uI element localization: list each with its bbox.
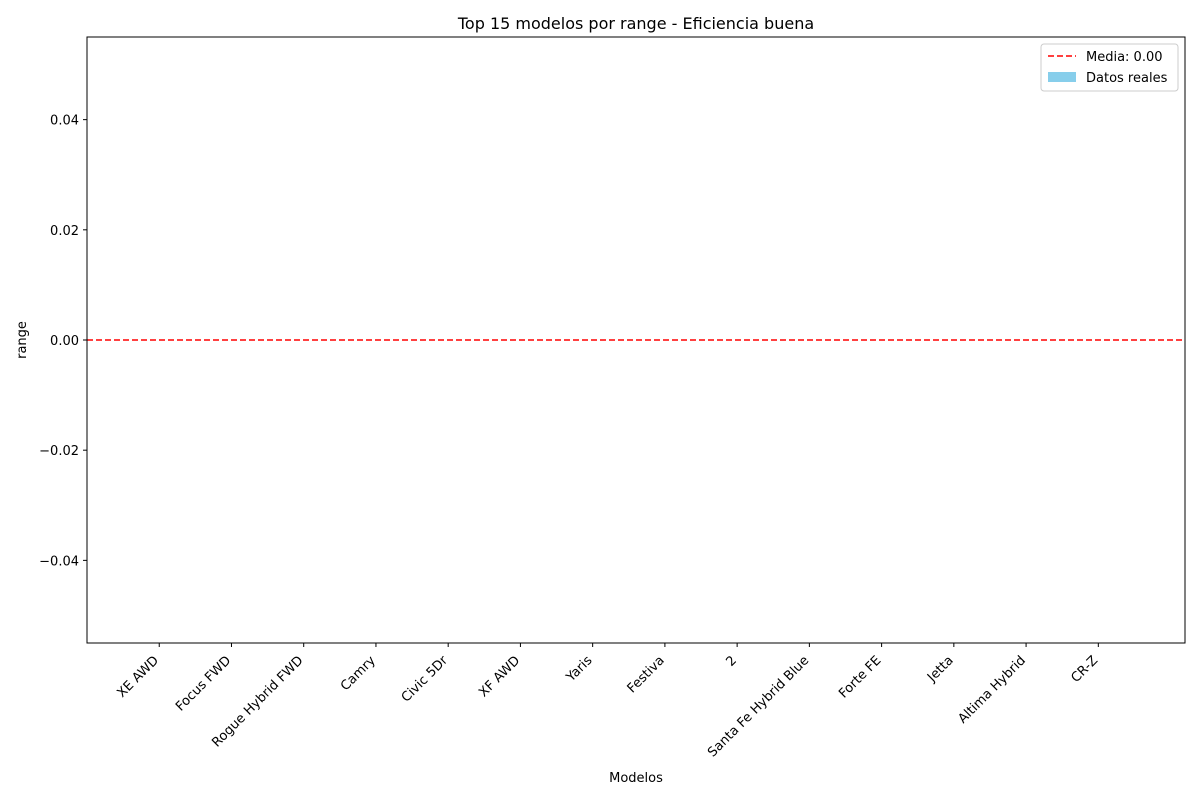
x-tick-label: Jetta [924, 653, 957, 686]
x-tick-label: 2 [723, 653, 739, 669]
x-tick-label: CR-Z [1068, 653, 1101, 686]
x-tick-label: XF AWD [476, 653, 523, 700]
legend: Media: 0.00 Datos reales [1040, 43, 1179, 92]
legend-bar-label: Datos reales [1086, 71, 1168, 86]
y-axis-label: range [15, 321, 30, 359]
x-axis-label: Modelos [609, 771, 663, 786]
x-tick-label: Camry [338, 653, 379, 694]
y-tick-label: −0.04 [39, 554, 79, 569]
x-tick-label: Festiva [625, 653, 668, 696]
x-tick-label: XE AWD [114, 653, 162, 701]
y-tick-label: −0.02 [39, 444, 79, 459]
x-tick-label: Santa Fe Hybrid Blue [705, 653, 812, 760]
x-tick-label: Altima Hybrid [955, 653, 1028, 726]
y-tick-label: 0.02 [50, 224, 79, 239]
y-tick-label: 0.04 [50, 114, 79, 129]
x-tick-label: Forte FE [836, 653, 884, 701]
x-tick-label: Yaris [563, 653, 596, 686]
x-tick-label: Focus FWD [173, 653, 234, 714]
y-axis: −0.04 −0.02 0.00 0.02 0.04 [39, 114, 87, 569]
y-tick-label: 0.00 [50, 334, 79, 349]
x-tick-label: Civic 5Dr [399, 653, 452, 706]
plot-area [86, 36, 1186, 644]
legend-mean-label: Media: 0.00 [1086, 50, 1163, 65]
legend-bar-swatch [1048, 72, 1076, 82]
chart-title: Top 15 modelos por range - Eficiencia bu… [457, 14, 814, 33]
